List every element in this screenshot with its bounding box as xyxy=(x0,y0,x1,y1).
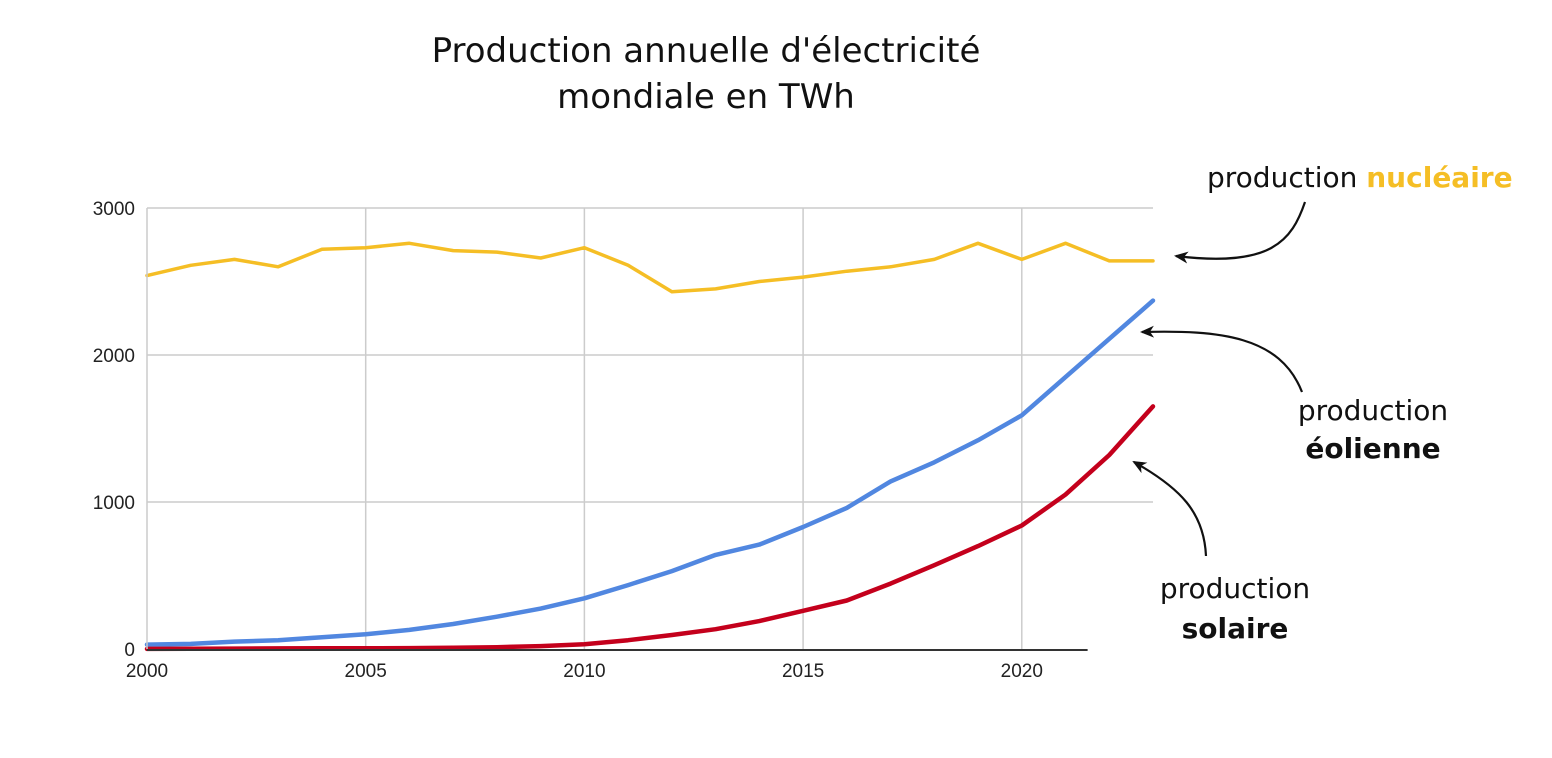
y-tick-label-3000: 3000 xyxy=(93,199,135,220)
x-tick-label-2005: 2005 xyxy=(345,661,387,682)
y-tick-label-1000: 1000 xyxy=(93,493,135,514)
chart-title: Production annuelle d'électricité mondia… xyxy=(330,28,1082,120)
annotation-wind-prefix: production xyxy=(1298,394,1448,427)
y-tick-label-2000: 2000 xyxy=(93,346,135,367)
x-tick-label-2020: 2020 xyxy=(1001,661,1043,682)
annotation-nuclear-arrow xyxy=(1174,201,1307,264)
annotation-solar-highlight: solaire xyxy=(1182,612,1289,645)
grid xyxy=(147,207,1153,649)
chart-title-line-2: mondiale en TWh xyxy=(557,77,855,117)
annotation-nuclear-highlight: nucléaire xyxy=(1366,161,1512,194)
series-line-nuclear xyxy=(145,241,1155,294)
series-line-wind xyxy=(144,298,1156,647)
annotation-nuclear: production nucléaire xyxy=(1207,161,1513,194)
annotation-nuclear-prefix: production xyxy=(1207,161,1366,194)
series-lines xyxy=(144,241,1156,652)
annotation-solar-prefix: production xyxy=(1160,572,1310,605)
y-tick-label-0: 0 xyxy=(124,640,135,661)
annotation-wind-highlight: éolienne xyxy=(1305,432,1440,465)
annotation-solar-arrow xyxy=(1132,461,1208,557)
tick-labels: 0 1000 2000 3000 2000 2005 2010 2015 2020 xyxy=(93,199,1043,682)
x-tick-label-2010: 2010 xyxy=(563,661,605,682)
series-line-solar xyxy=(144,404,1156,652)
chart-title-line-1: Production annuelle d'électricité xyxy=(431,31,981,71)
x-tick-label-2000: 2000 xyxy=(126,661,168,682)
x-tick-label-2015: 2015 xyxy=(782,661,824,682)
axes xyxy=(146,208,1088,651)
annotation-wind-arrow xyxy=(1140,325,1304,393)
